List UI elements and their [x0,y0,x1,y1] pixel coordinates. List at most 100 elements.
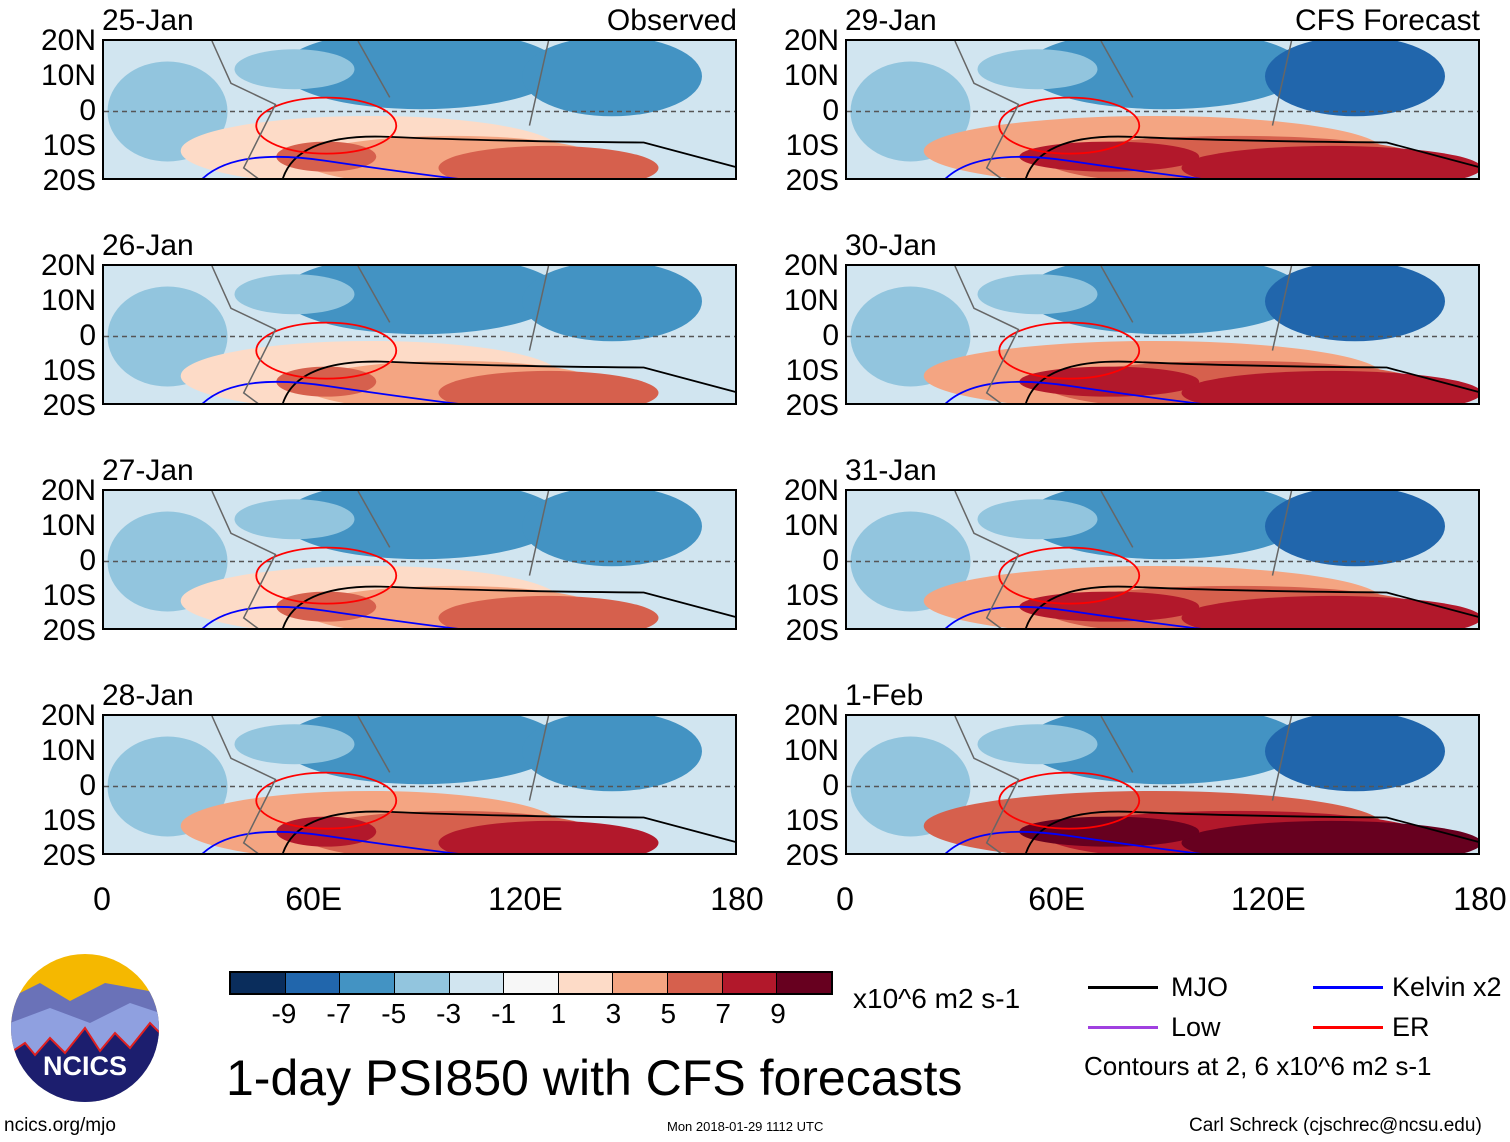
colorbar-tick-label: -1 [491,998,516,1029]
colorbar-tick-label: -3 [436,998,462,1029]
coastline [211,716,550,853]
footer-url[interactable]: ncics.org/mjo [4,1115,116,1136]
column-label: Observed [606,4,737,37]
colorbar-swatch [558,973,614,993]
coastline [211,41,550,178]
anomaly-region [522,266,702,342]
lat-tick-label: 20S [42,164,96,197]
kelvin-contour [202,155,459,178]
lon-tick-label: 0 [93,881,111,917]
colorbar-swatch [777,973,832,993]
lon-tick-label: 120E [487,881,563,917]
anomaly-region [1265,491,1445,567]
lon-tick-label: 180 [1453,881,1507,917]
anomaly-region [977,499,1098,540]
panel-date: 30-Jan [845,229,937,262]
map-panel [102,264,737,405]
map-panel [845,489,1480,630]
lat-tick-label: 20N [40,474,96,507]
panel-date: 26-Jan [102,229,194,262]
lat-tick-label: 10S [785,804,839,837]
colorbar-swatch [231,973,286,993]
anomaly-region [1019,816,1200,847]
lat-tick-label: 0 [822,319,839,352]
anomaly-region [281,41,562,110]
colorbar-swatch [285,973,341,993]
anomaly-region [1181,595,1478,628]
anomaly-region [522,491,702,567]
colorbar-units: x10^6 m2 s-1 [853,983,1021,1014]
kelvin-contour [945,155,1202,178]
colorbar-swatch [668,973,723,993]
colorbar-swatch [340,973,395,993]
colorbar-tick-label: 1 [550,998,567,1029]
er-contour [998,321,1141,380]
anomaly-region [438,820,659,853]
lat-tick-label: 10S [42,804,96,837]
lat-tick-label: 20S [785,164,839,197]
anomaly-region [1265,716,1445,792]
anomaly-region [1265,266,1445,342]
panel-date: 28-Jan [102,679,194,712]
colorbar-swatch [722,973,778,993]
panel-date: 25-Jan [102,4,194,37]
anomaly-region [281,716,562,785]
colorbar-swatch [394,973,450,993]
lat-tick-label: 10S [42,354,96,387]
lat-tick-label: 20S [785,614,839,647]
lat-tick-label: 10S [785,579,839,612]
lat-tick-label: 10N [40,509,96,542]
lat-tick-label: 0 [79,94,96,127]
ncics-logo: NCICS [11,954,159,1102]
anomaly-region [977,274,1098,315]
map-panel [102,39,737,180]
er-contour [255,96,398,155]
anomaly-region [281,266,562,335]
anomaly-region [1024,41,1305,110]
colorbar-tick-label: 5 [660,998,677,1029]
coastline [954,491,1293,628]
lat-tick-label: 10N [40,734,96,767]
colorbar [229,971,833,995]
er-contour [255,546,398,605]
coastline [211,491,550,628]
er-contour [998,771,1141,830]
anomaly-region [234,274,355,315]
lat-tick-label: 10N [783,734,839,767]
colorbar-tick-label: -7 [326,998,352,1029]
lat-tick-label: 10N [783,59,839,92]
lat-tick-label: 20S [785,389,839,422]
anomaly-region [1024,716,1305,785]
anomaly-region [234,499,355,540]
coastline [954,41,1293,178]
anomaly-region [234,724,355,765]
anomaly-region [1019,141,1200,172]
lat-tick-label: 20S [42,389,96,422]
anomaly-region [234,49,355,90]
lon-tick-label: 180 [710,881,764,917]
lat-tick-label: 20N [40,24,96,57]
anomaly-region [438,370,659,403]
anomaly-region [1024,266,1305,335]
coastline [954,716,1293,853]
kelvin-contour [945,605,1202,628]
panel-date: 31-Jan [845,454,937,487]
legend-mjo-label: MJO [1171,972,1228,1002]
legend-kelvin-label: Kelvin x2 [1392,972,1502,1002]
colorbar-tick-label: -5 [381,998,407,1029]
anomaly-region [438,145,659,178]
kelvin-contour [945,380,1202,403]
anomaly-region [1265,41,1445,117]
er-contour [998,96,1141,155]
lat-tick-label: 10N [40,59,96,92]
colorbar-swatch [504,973,559,993]
map-panel [102,714,737,855]
anomaly-region [1019,591,1200,622]
er-contour [255,321,398,380]
map-panel [845,264,1480,405]
lat-tick-label: 10S [42,129,96,162]
legend-kelvin-line [1313,986,1383,989]
lat-tick-label: 20N [783,474,839,507]
footer-author: Carl Schreck (cjschrec@ncsu.edu) [1189,1115,1482,1136]
